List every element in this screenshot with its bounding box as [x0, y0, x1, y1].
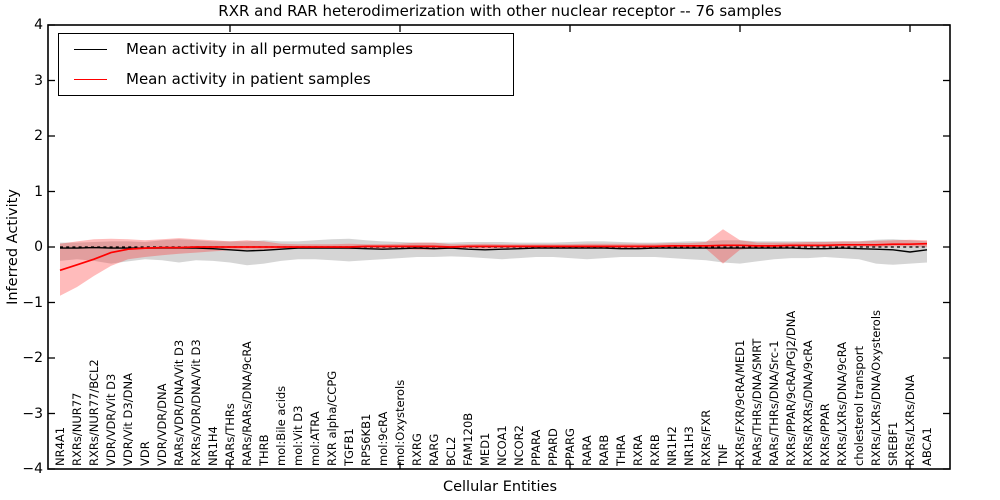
x-category-label: TGFB1: [341, 428, 356, 466]
x-category-label: RXR alpha/CCPG: [324, 370, 339, 466]
x-category-label: RXRs/PPAR: [817, 403, 832, 466]
x-category-label: mol:Bile acids: [273, 385, 288, 466]
x-category-label: BCL2: [443, 436, 458, 466]
x-category-label: RARs/THRs/DNA/SMRT: [749, 338, 764, 466]
line-permuted-mean: [60, 246, 928, 253]
x-category-label: PPARD: [545, 428, 560, 466]
x-category-label: NR1H4: [205, 426, 220, 466]
y-tick-label: 3: [34, 72, 43, 89]
x-category-label: RXRs/LXRs/DNA/Oxysterols: [868, 309, 883, 466]
legend-line-permuted-icon: [74, 48, 107, 50]
x-category-label: mol:Vit D3: [290, 405, 305, 466]
x-category-label: RARs/THRs: [222, 403, 237, 466]
legend-label-permuted: Mean activity in all permuted samples: [126, 40, 413, 58]
y-tick-label: 0: [34, 239, 43, 255]
x-category-label: MED1: [477, 432, 492, 466]
x-category-label: cholesterol transport: [851, 346, 866, 466]
x-category-label: ABCA1: [919, 427, 934, 466]
legend-item-permuted: Mean activity in all permuted samples: [59, 34, 513, 64]
legend: Mean activity in all permuted samples Me…: [58, 33, 514, 96]
x-category-label: SREBF1: [885, 421, 900, 466]
band-patient: [60, 229, 927, 296]
x-category-label: NR1H3: [681, 426, 696, 466]
x-category-label: VDR/VDR/Vit D3: [103, 373, 118, 466]
x-category-label: RXRs/PPAR/9cRA/PGJ2/DNA: [783, 310, 798, 466]
x-category-label: RXRB: [647, 434, 662, 466]
x-category-label: RXRs/NUR77/BCL2: [86, 359, 101, 466]
legend-item-patient: Mean activity in patient samples: [59, 64, 513, 94]
x-category-label: RPS6KB1: [358, 413, 373, 466]
x-category-label: mol:Oxysterols: [392, 379, 407, 466]
x-category-label: RARB: [596, 434, 611, 466]
chart-title: RXR and RAR heterodimerization with othe…: [218, 2, 782, 20]
x-category-label: PPARA: [528, 429, 543, 466]
y-tick-label: −4: [22, 461, 43, 477]
x-category-label: PPARG: [562, 428, 577, 466]
x-category-label: VDR: [137, 441, 152, 466]
x-axis-label: Cellular Entities: [442, 479, 558, 495]
x-category-label: VDR/Vit D3/DNA: [120, 373, 135, 466]
x-category-label: RXRs/FXR: [698, 409, 713, 466]
x-category-label: NCOR2: [511, 425, 526, 466]
x-category-label: THRB: [256, 434, 271, 466]
x-category-label: TNF: [715, 443, 730, 466]
x-category-label: FAM120B: [460, 412, 475, 466]
x-category-label: NR1H2: [664, 426, 679, 466]
x-category-label: RXRs/LXRs/DNA/9cRA: [834, 341, 849, 466]
x-category-label: RARA: [579, 435, 594, 466]
x-category-label: RXRs/LXRs/DNA: [902, 374, 917, 466]
x-category-label: NR4A1: [52, 426, 67, 466]
x-category-label: RXRA: [630, 434, 645, 466]
line-patient-mean: [59, 242, 928, 272]
x-category-label: RXRs/VDR/DNA/Vit D3: [188, 339, 203, 466]
x-category-label: RARs/THRs/DNA/Src-1: [766, 340, 781, 466]
y-tick-label: −2: [22, 350, 43, 366]
x-category-label: RXRs/RXRs/DNA/9cRA: [800, 340, 815, 466]
x-category-label: RARG: [426, 433, 441, 466]
y-tick-label: 4: [34, 17, 43, 33]
y-tick-label: 2: [34, 128, 43, 144]
legend-label-patient: Mean activity in patient samples: [126, 70, 371, 88]
x-category-label: mol:9cRA: [375, 411, 390, 466]
x-category-label: RXRG: [409, 433, 424, 466]
x-category-label: mol:ATRA: [307, 411, 322, 466]
x-category-label: RXRs/NUR77: [69, 392, 84, 466]
y-tick-label: −1: [22, 294, 43, 311]
x-category-label: RARs/VDR/DNA/Vit D3: [171, 339, 186, 466]
x-category-label: NCOA1: [494, 425, 509, 466]
x-category-label: THRA: [613, 434, 628, 466]
x-category-label: RXRs/FXR/9cRA/MED1: [732, 339, 747, 466]
legend-line-patient-icon: [74, 78, 107, 80]
x-category-label: VDR/VDR/DNA: [154, 383, 169, 467]
y-tick-label: −3: [22, 405, 43, 422]
x-category-label: RARs/RARs/DNA/9cRA: [239, 341, 254, 466]
y-tick-label: 1: [34, 183, 43, 200]
